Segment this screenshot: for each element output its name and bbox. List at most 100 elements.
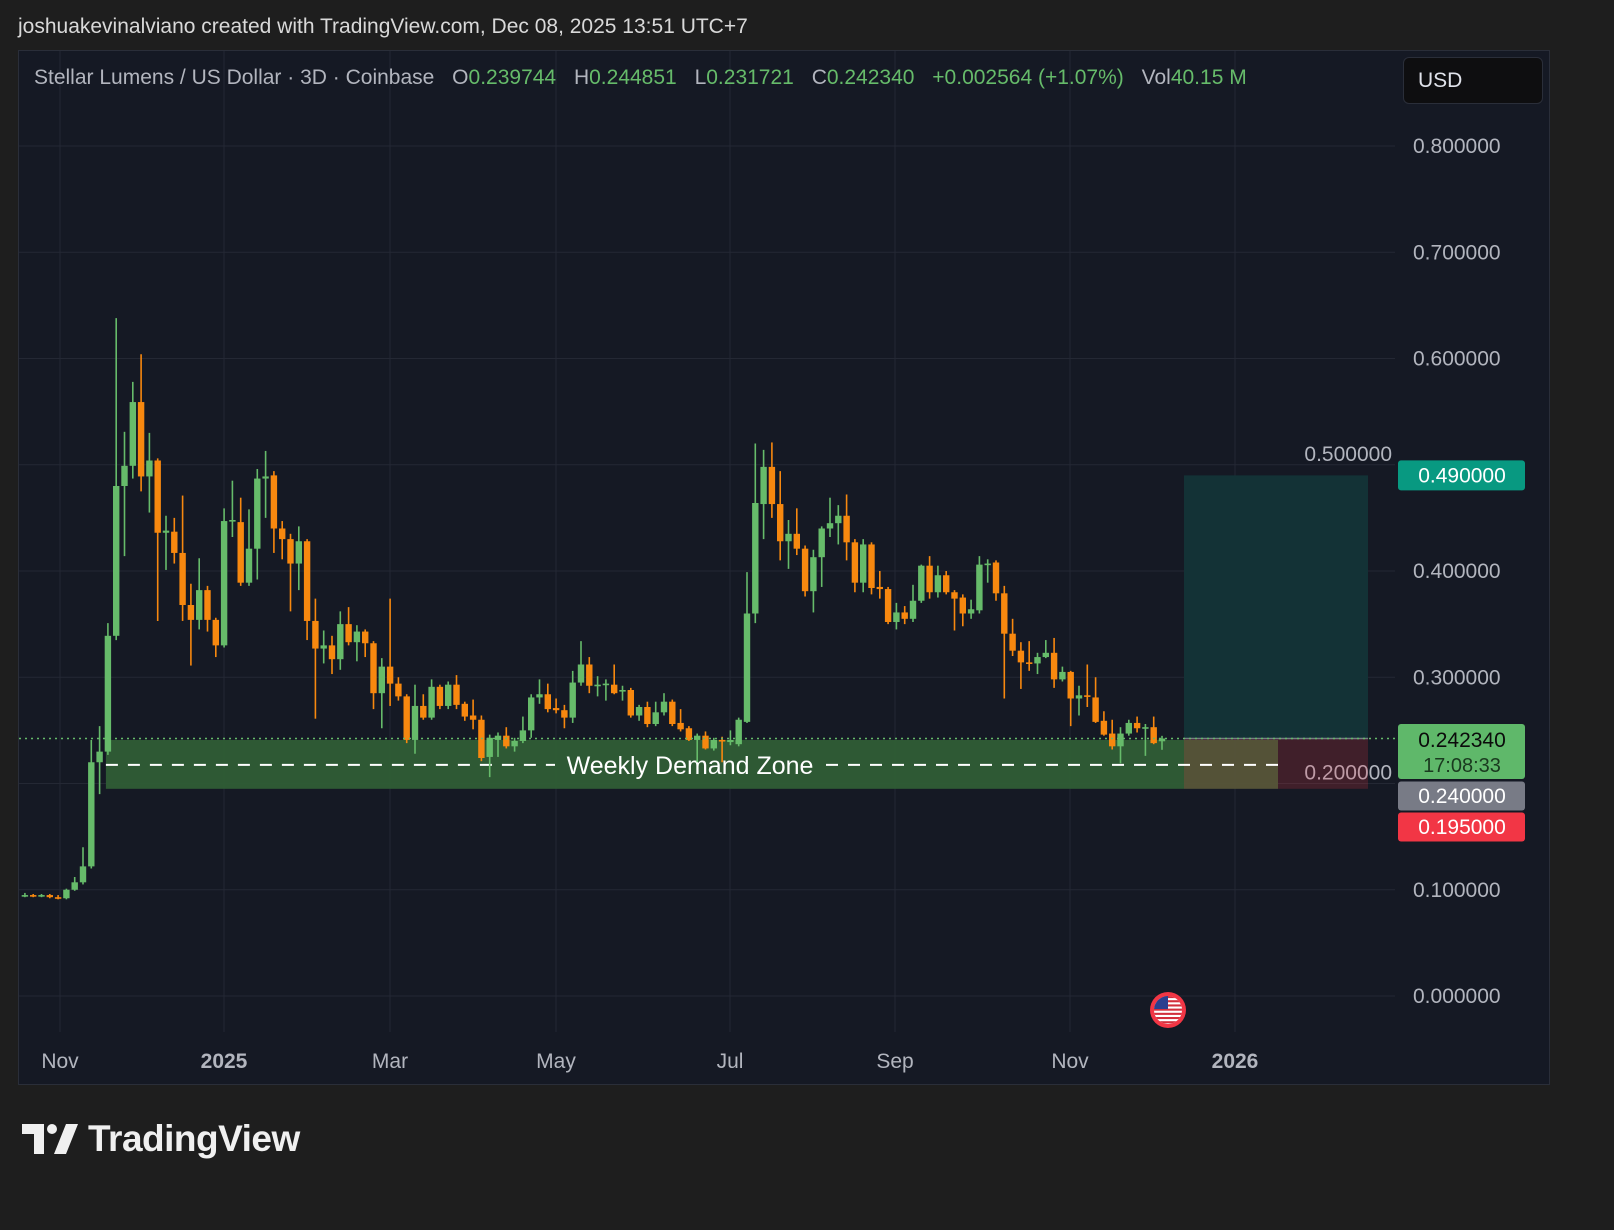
candle (469, 699, 477, 730)
candle-body (46, 895, 53, 898)
candle-body (345, 624, 352, 643)
candle-body (710, 739, 717, 749)
candle-body (1158, 738, 1166, 742)
candle (918, 564, 925, 603)
candle (38, 894, 45, 898)
candle-body (146, 460, 153, 477)
candle-body (54, 897, 62, 899)
candle (1142, 724, 1149, 756)
candle-body (793, 533, 800, 549)
candle-body (760, 466, 767, 505)
candle-body (204, 590, 211, 620)
candle (245, 509, 253, 586)
tradingview-logo[interactable]: TradingView (22, 1118, 300, 1160)
candle (237, 497, 244, 586)
candle (171, 517, 178, 564)
flag-stripe (1154, 1008, 1182, 1011)
candle (909, 584, 917, 622)
candle-body (129, 402, 136, 466)
candle (104, 623, 112, 755)
candle (113, 318, 120, 641)
candle-body (245, 548, 253, 583)
candle (1150, 716, 1157, 745)
candle (146, 432, 153, 513)
candle (992, 560, 1000, 601)
candle-body (237, 522, 244, 583)
currency-button[interactable]: USD (1403, 57, 1543, 104)
demand-zone (105, 739, 1278, 789)
candle (635, 704, 643, 721)
candle (270, 471, 278, 553)
candle-body (1009, 633, 1016, 651)
candle (1026, 641, 1033, 671)
candle (1009, 618, 1016, 656)
candle (287, 533, 294, 612)
candle-body (503, 735, 510, 747)
candle (851, 539, 859, 593)
candle-body (287, 539, 294, 564)
y-tick-label: 0.100000 (1413, 879, 1501, 902)
candle-body (934, 575, 942, 593)
candle-body (453, 684, 460, 705)
candle-body (1042, 652, 1049, 658)
candle-body (96, 751, 103, 763)
us-flag-icon[interactable] (1150, 992, 1186, 1028)
candle-body (677, 722, 684, 730)
y-tick-label: 0.000000 (1413, 985, 1501, 1008)
candle-body (884, 589, 892, 622)
candle-body (660, 701, 668, 713)
candle (1050, 637, 1058, 688)
candle-body (909, 600, 917, 619)
candle-body (104, 635, 112, 752)
volume-label: Vol (1141, 66, 1171, 89)
candle-body (843, 515, 850, 543)
candle (461, 701, 468, 721)
candle (826, 497, 834, 537)
candle-body (619, 690, 626, 692)
candle (303, 539, 311, 641)
open-value: 0.239744 (468, 66, 557, 89)
candle-body (611, 684, 618, 694)
candle (511, 737, 518, 752)
candle-body (835, 515, 842, 524)
candle (204, 585, 211, 632)
symbol-title[interactable]: Stellar Lumens / US Dollar · 3D · Coinba… (34, 66, 435, 89)
y-tick-label: 0.400000 (1413, 560, 1501, 583)
candle-body (652, 712, 659, 724)
candle (984, 559, 991, 583)
candle-body (270, 475, 278, 529)
candle-body (121, 465, 128, 486)
tradingview-logo-icon (22, 1124, 78, 1154)
candle-body (1001, 593, 1008, 634)
candle (677, 709, 684, 732)
x-tick-label: Sep (876, 1050, 913, 1073)
candle-countdown: 17:08:33 (1423, 755, 1501, 777)
candle-body (378, 666, 385, 694)
candle-body (295, 541, 302, 564)
candle-body (420, 705, 427, 718)
candle-body (818, 528, 825, 558)
y-tick-label: 0.700000 (1413, 241, 1501, 264)
high-value: 0.244851 (589, 66, 677, 89)
target-price-label-bg (1398, 460, 1525, 491)
candle-body (1117, 733, 1124, 747)
candle-body (162, 530, 170, 533)
candle (254, 469, 261, 580)
candle-body (536, 694, 543, 698)
y-tick-label: 0.800000 (1413, 135, 1501, 158)
candle (1133, 716, 1141, 733)
last-price-label: 0.242340 (1418, 729, 1506, 752)
candle-body (743, 613, 751, 722)
candle-body (21, 895, 29, 897)
ohlc-legend: Stellar Lumens / US Dollar · 3D · Coinba… (34, 66, 1247, 90)
candle-body (511, 741, 518, 747)
candle (627, 687, 634, 718)
candle (594, 676, 601, 697)
candle (88, 739, 95, 869)
candle-body (303, 541, 311, 621)
candle-body (486, 737, 493, 757)
x-tick-label: May (536, 1050, 576, 1073)
candle-body (1075, 695, 1083, 699)
candle (1084, 664, 1091, 707)
